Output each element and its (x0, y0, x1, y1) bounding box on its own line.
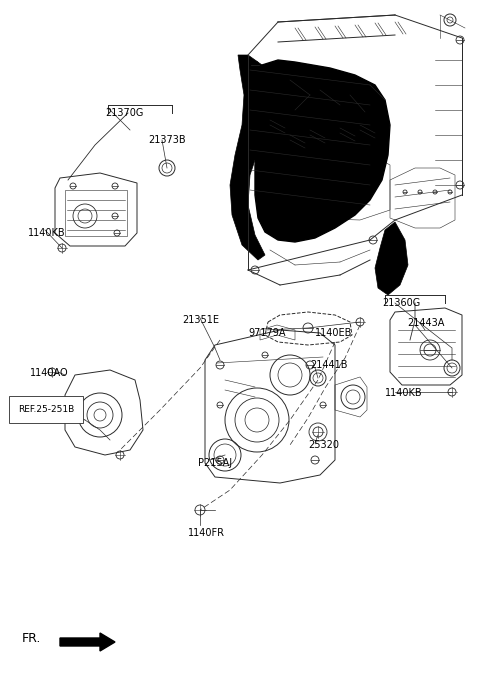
Polygon shape (230, 55, 270, 260)
Text: P215AJ: P215AJ (198, 458, 232, 468)
Text: 1140EB: 1140EB (315, 328, 352, 338)
Text: REF.25-251B: REF.25-251B (18, 405, 74, 414)
Text: 25320: 25320 (308, 440, 339, 450)
Text: 21351E: 21351E (182, 315, 219, 325)
Text: 21441B: 21441B (310, 360, 348, 370)
Text: 1140AO: 1140AO (30, 368, 69, 378)
Text: FR.: FR. (22, 632, 41, 645)
Text: 21370G: 21370G (105, 108, 144, 118)
Polygon shape (255, 60, 390, 242)
Polygon shape (375, 222, 408, 295)
Text: 97179A: 97179A (248, 328, 286, 338)
Text: 21373B: 21373B (148, 135, 186, 145)
Text: 1140FR: 1140FR (188, 528, 225, 538)
Text: 1140KB: 1140KB (28, 228, 66, 238)
Text: 21443A: 21443A (407, 318, 444, 328)
Polygon shape (60, 633, 115, 651)
Text: 21360G: 21360G (382, 298, 420, 308)
Text: 1140KB: 1140KB (385, 388, 422, 398)
